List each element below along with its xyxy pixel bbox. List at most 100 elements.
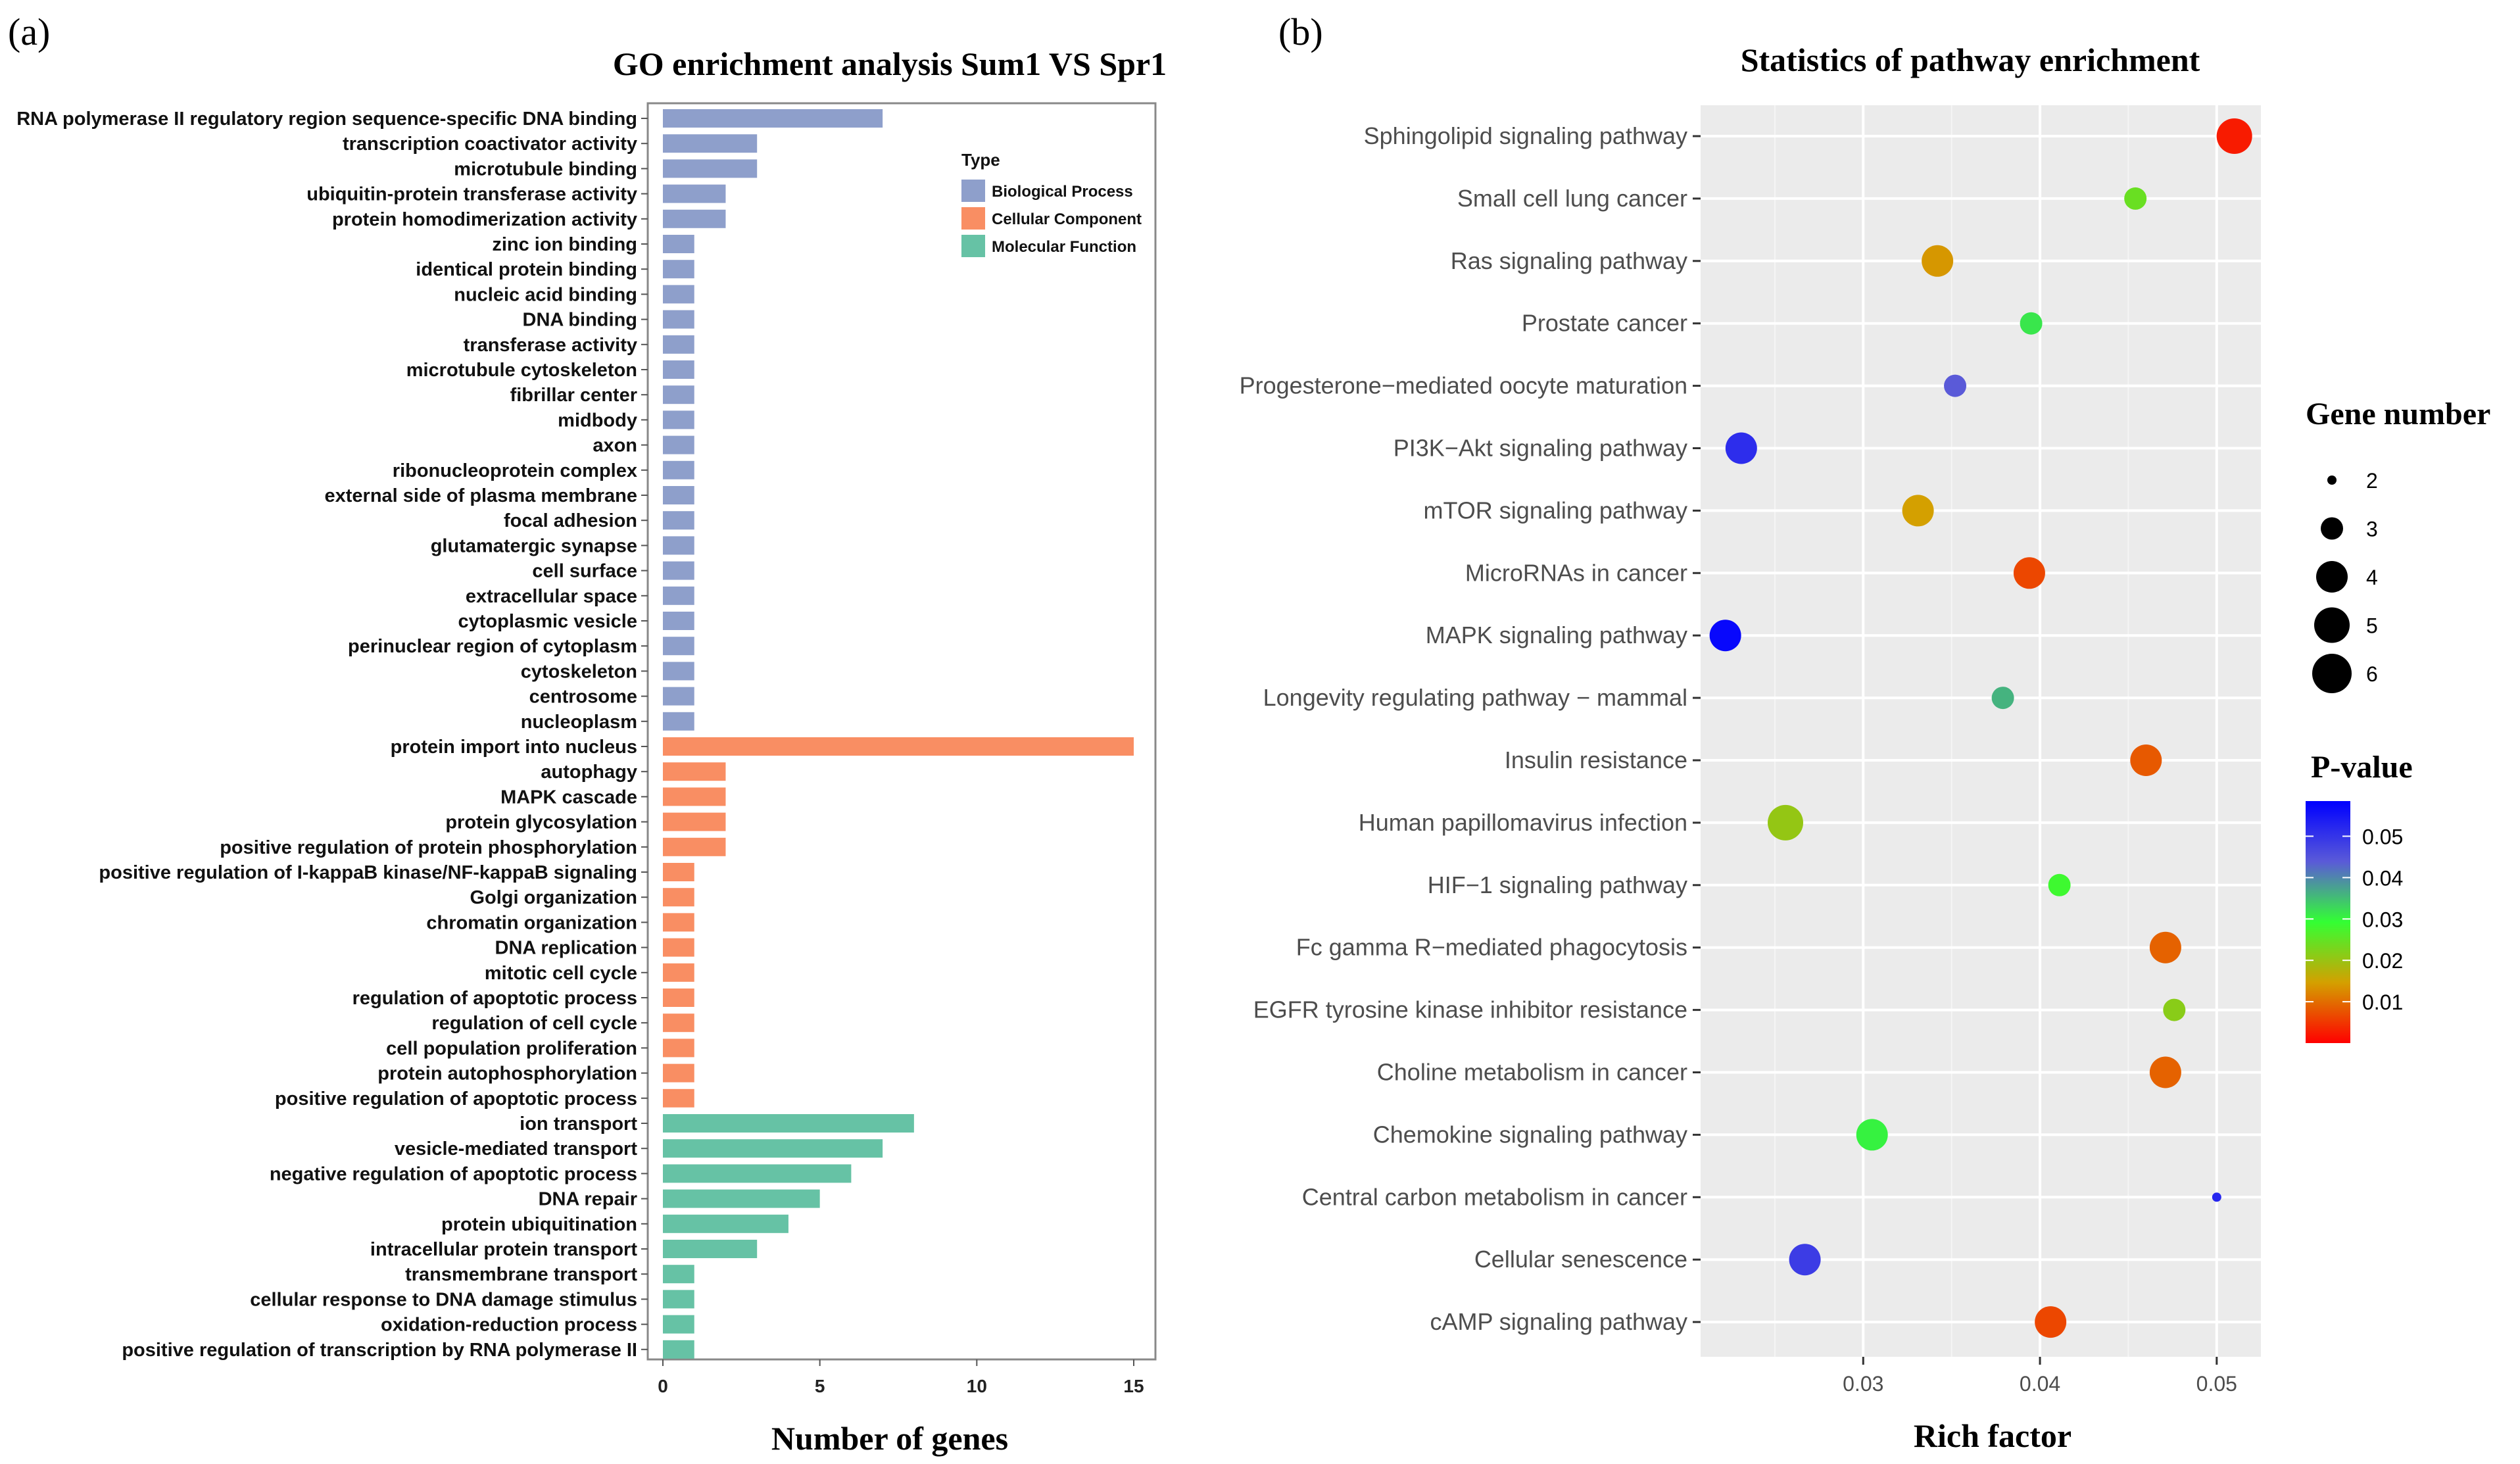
bar <box>663 310 694 329</box>
category-label: Progesterone−mediated oocyte maturation <box>1240 372 1687 399</box>
category-label: RNA polymerase II regulatory region sequ… <box>16 109 637 130</box>
category-label: ribonucleoprotein complex <box>393 460 637 481</box>
p-value-color-bar <box>2306 801 2350 1043</box>
category-label: mitotic cell cycle <box>485 963 637 984</box>
data-point <box>2020 312 2043 335</box>
color-legend-label: 0.04 <box>2362 866 2403 890</box>
x-tick-label: 0.03 <box>1843 1372 1883 1396</box>
category-label: Ras signaling pathway <box>1451 247 1687 274</box>
category-label: glutamatergic synapse <box>431 535 637 556</box>
data-point <box>1856 1119 1888 1151</box>
bar <box>663 335 694 354</box>
category-label: autophagy <box>541 762 637 783</box>
category-label: transcription coactivator activity <box>343 134 637 155</box>
category-label: intracellular protein transport <box>370 1239 637 1260</box>
bar <box>663 1139 883 1158</box>
x-tick-label: 10 <box>967 1376 987 1396</box>
chart-a-title: GO enrichment analysis Sum1 VS Spr1 <box>613 45 1167 82</box>
category-label: transferase activity <box>464 335 637 356</box>
x-tick-label: 0.04 <box>2020 1372 2060 1396</box>
category-label: focal adhesion <box>504 510 637 531</box>
panel-label-a: (a) <box>8 11 50 53</box>
data-point <box>2149 931 2181 964</box>
category-label: zinc ion binding <box>492 234 637 255</box>
bar <box>663 988 694 1007</box>
size-legend-dot <box>2314 607 2350 643</box>
chart-b-plot-area <box>1701 105 2261 1357</box>
bar <box>663 1340 694 1359</box>
bar <box>663 612 694 630</box>
bar <box>663 184 726 203</box>
data-point <box>2130 744 2162 776</box>
category-label: centrosome <box>529 687 637 708</box>
category-label: MAPK signaling pathway <box>1426 622 1687 648</box>
category-label: Longevity regulating pathway − mammal <box>1263 684 1687 711</box>
category-label: midbody <box>558 410 637 431</box>
bar <box>663 1189 820 1208</box>
legend-swatch-molecular-function <box>961 235 985 257</box>
category-label: mTOR signaling pathway <box>1423 497 1687 524</box>
color-legend-label: 0.02 <box>2362 949 2403 973</box>
category-label: Small cell lung cancer <box>1457 185 1687 212</box>
data-point <box>1768 804 1804 841</box>
p-value-legend: P-value 0.05 0.04 0.03 0.02 0.01 <box>2306 750 2413 1043</box>
bar <box>663 561 694 580</box>
bar <box>663 687 694 706</box>
category-label: oxidation-reduction process <box>381 1315 637 1336</box>
x-tick-label: 5 <box>815 1376 825 1396</box>
category-label: cell surface <box>532 561 637 582</box>
bar <box>663 235 694 253</box>
category-label: vesicle-mediated transport <box>395 1138 637 1159</box>
bar <box>663 1240 758 1258</box>
chart-a-legend: Type Biological Process Cellular Compone… <box>961 150 1142 257</box>
color-legend-label: 0.03 <box>2362 908 2403 931</box>
category-label: axon <box>593 435 637 456</box>
size-legend-label: 5 <box>2366 614 2378 638</box>
bar <box>663 963 694 982</box>
bar <box>663 762 726 781</box>
category-label: positive regulation of protein phosphory… <box>220 837 637 858</box>
bar <box>663 1038 694 1058</box>
category-label: identical protein binding <box>416 259 637 280</box>
category-label: regulation of cell cycle <box>431 1013 637 1034</box>
category-label: Choline metabolism in cancer <box>1377 1059 1687 1086</box>
size-legend-dot <box>2321 517 2343 540</box>
chart-a-legend-title: Type <box>961 150 1000 170</box>
category-label: DNA repair <box>539 1189 637 1210</box>
category-label: extracellular space <box>466 586 637 607</box>
bar <box>663 586 694 605</box>
category-label: Golgi organization <box>470 887 637 908</box>
category-label: fibrillar center <box>510 385 637 406</box>
data-point <box>2163 998 2186 1021</box>
bar <box>663 863 694 881</box>
size-legend-dot <box>2327 476 2337 485</box>
bar <box>663 159 758 178</box>
bar <box>663 938 694 957</box>
bar <box>663 1265 694 1284</box>
data-point <box>2013 557 2045 589</box>
bar <box>663 1063 694 1083</box>
bar <box>663 511 694 530</box>
category-label: protein import into nucleus <box>391 737 637 758</box>
category-label: regulation of apoptotic process <box>352 988 637 1009</box>
category-label: MAPK cascade <box>500 787 637 808</box>
bar <box>663 410 694 429</box>
bar <box>663 1290 694 1309</box>
legend-label-cellular-component: Cellular Component <box>992 210 1142 228</box>
legend-swatch-cellular-component <box>961 207 985 230</box>
data-point <box>2212 1192 2221 1202</box>
category-label: EGFR tyrosine kinase inhibitor resistanc… <box>1253 996 1687 1023</box>
chart-b-x-axis-label: Rich factor <box>1914 1417 2072 1454</box>
category-label: cAMP signaling pathway <box>1430 1308 1687 1335</box>
bar <box>663 134 758 153</box>
category-label: positive regulation of apoptotic process <box>275 1088 637 1110</box>
p-value-legend-title: P-value <box>2311 750 2413 785</box>
panel-label-b: (b) <box>1278 11 1323 53</box>
color-legend-label: 0.01 <box>2362 990 2403 1014</box>
legend-label-molecular-function: Molecular Function <box>992 238 1136 256</box>
category-label: Insulin resistance <box>1505 746 1687 773</box>
bar <box>663 888 694 907</box>
category-label: Prostate cancer <box>1522 310 1687 337</box>
category-label: HIF−1 signaling pathway <box>1428 871 1687 898</box>
